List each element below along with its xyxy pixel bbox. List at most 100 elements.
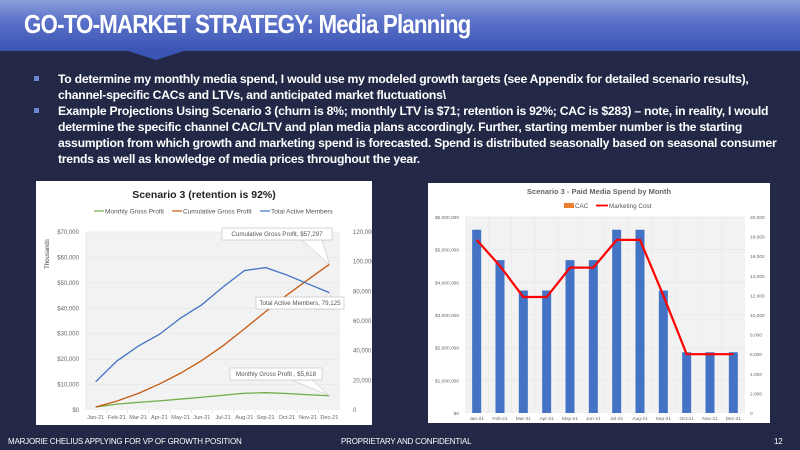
cac-bar [705,352,715,413]
x-tick-label: Sep-21 [656,416,672,422]
y2-tick-label: 2,000 [750,391,762,397]
y-axis-title: Thousands [45,239,51,269]
cac-bar [612,229,622,413]
footer-page-number: 12 [774,437,783,446]
bullet-text: Example Projections Using Scenario 3 (ch… [58,104,777,166]
x-tick-label: Oct-21 [679,416,694,422]
y2-tick-label: 60,000 [353,319,372,325]
y-tick-label: $0 [72,408,79,414]
bullet-item: Example Projections Using Scenario 3 (ch… [34,103,794,167]
y2-tick-label: 0 [353,408,357,414]
y2-tick-label: 14,000 [750,274,765,280]
chart-title: Scenario 3 - Paid Media Spend by Month [527,187,672,196]
y2-tick-label: 0 [750,411,753,417]
callout-members-label: Total Active Members, 79,125 [259,300,341,307]
cac-bar [728,352,738,413]
cac-bar [565,260,575,413]
y-tick-label: $3,000,000 [435,313,459,319]
y2-tick-label: 40,000 [353,349,372,355]
y-tick-label: $50,000 [57,281,79,287]
x-tick-label: Mar-21 [516,416,532,422]
x-tick-label: Aug-21 [632,416,648,422]
y2-tick-label: 4,000 [750,372,762,378]
y-tick-label: $1,000,000 [435,378,459,384]
x-tick-label: Aug-21 [235,415,253,421]
series-line [95,392,330,408]
y-tick-label: $40,000 [57,306,79,312]
slide-title: GO-TO-MARKET STRATEGY: Media Planning [24,9,471,39]
x-tick-label: Dec-21 [726,416,742,422]
y-tick-label: $4,000,000 [435,280,459,286]
cac-bar [658,290,668,413]
x-tick-label: Sep-21 [257,415,275,421]
legend-label: Total Active Members [271,209,334,216]
y-tick-label: $60,000 [57,255,79,261]
x-tick-label: Jul-21 [610,416,623,422]
legend-label: CAC [575,203,589,210]
y2-tick-label: 100,000 [353,260,372,266]
x-tick-label: Mar-21 [129,415,147,421]
callout-cumulative-label: Cumulative Gross Profit, $57,297 [231,231,323,238]
x-tick-label: May-21 [562,416,578,422]
y-tick-label: $0 [454,411,460,417]
y-tick-label: $30,000 [57,332,79,338]
marketing-cost-line [475,238,734,356]
callout-box [255,296,345,310]
y-tick-label: $2,000,000 [435,346,459,352]
x-tick-label: Apr-21 [151,415,168,421]
y-tick-label: $70,000 [57,230,79,236]
y2-tick-label: 6,000 [750,352,762,358]
bullet-square-icon [34,76,39,81]
slide-header: GO-TO-MARKET STRATEGY: Media Planning [0,0,800,60]
bullet-item: To determine my monthly media spend, I w… [34,71,794,103]
cac-bar [472,229,482,413]
callout-box [229,367,323,381]
y2-tick-label: 20,000 [750,215,765,221]
media-spend-bar-chart: Scenario 3 - Paid Media Spend by Month CA… [435,187,765,422]
y2-tick-label: 20,000 [353,378,372,384]
cac-bar [495,260,505,413]
y-tick-label: $20,000 [57,357,79,363]
y2-tick-label: 120,000 [353,230,372,236]
legend-label: Marketing Cost [609,203,652,210]
y2-tick-label: 8,000 [750,333,762,339]
x-tick-label: Jun-21 [193,415,210,421]
cac-bar [682,352,692,413]
chart-title: Scenario 3 (retention is 92%) [132,189,276,201]
growth-chart-panel: Scenario 3 (retention is 92%) Monthly Gro… [36,181,375,425]
cac-bar [518,290,528,413]
y2-tick-label: 12,000 [750,293,765,299]
x-tick-label: Jan-21 [87,415,104,421]
bullet-list: To determine my monthly media spend, I w… [34,71,794,167]
legend-label: Cumulative Gross Profit [183,209,252,216]
bullet-square-icon [34,108,39,113]
x-tick-label: May-21 [171,415,190,421]
x-tick-label: Jan-21 [469,416,484,422]
callout-monthly-label: Monthly Gross Profit , $5,618 [236,371,317,378]
x-tick-label: Nov-21 [299,415,317,421]
series-line [95,263,330,408]
cac-bar [635,229,645,413]
media-spend-chart-panel: Scenario 3 - Paid Media Spend by Month CA… [428,183,770,423]
y2-tick-label: 10,000 [750,313,765,319]
x-tick-label: Dec-21 [320,415,338,421]
x-tick-label: Feb-21 [492,416,508,422]
cac-bar [588,260,598,413]
callout-box [221,227,333,241]
x-tick-label: Jun-21 [586,416,601,422]
x-tick-label: Oct-21 [278,415,295,421]
y2-tick-label: 80,000 [353,289,372,295]
growth-line-chart: Scenario 3 (retention is 92%) Monthly Gro… [45,189,375,421]
cac-bar [542,290,552,413]
x-tick-label: Nov-21 [702,416,718,422]
footer-presenter: MARJORIE CHELIUS APPLYING FOR VP OF GROW… [8,437,242,446]
y-tick-label: $6,000,000 [435,215,459,221]
y-tick-label: $5,000,000 [435,248,459,254]
legend-label: Monthly Gross Profit [105,209,164,216]
series-line [95,266,330,383]
y-tick-label: $10,000 [57,383,79,389]
x-tick-label: Jul-21 [216,415,231,421]
y2-tick-label: 18,000 [750,235,765,241]
legend-swatch-icon [564,203,574,208]
bullet-text: To determine my monthly media spend, I w… [58,72,749,102]
